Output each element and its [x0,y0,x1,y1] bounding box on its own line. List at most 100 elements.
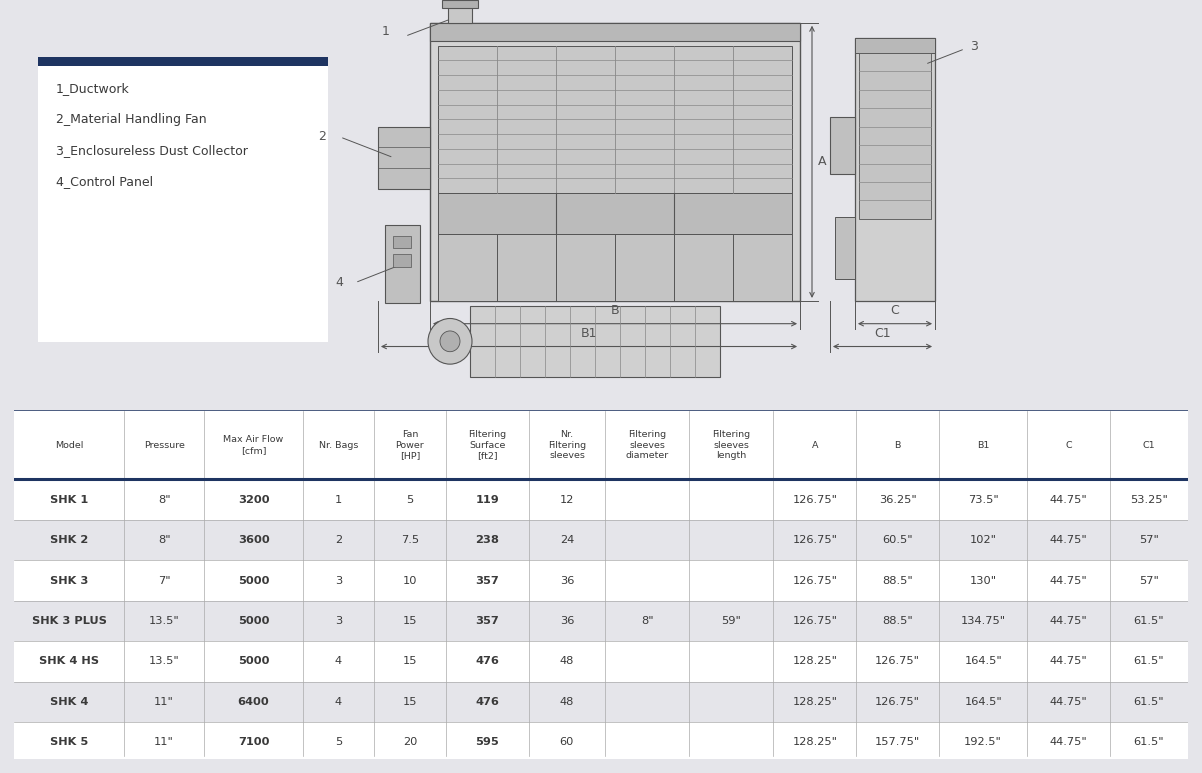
Text: 4: 4 [335,656,343,666]
Bar [855,39,935,53]
Text: 357: 357 [476,616,499,626]
Text: 3_Enclosureless Dust Collector: 3_Enclosureless Dust Collector [56,144,248,157]
Text: 476: 476 [476,697,499,707]
Text: 53.25": 53.25" [1130,495,1168,505]
Text: 60.5": 60.5" [882,535,914,545]
Text: 3600: 3600 [238,535,269,545]
Text: 24: 24 [560,535,575,545]
Text: 134.75": 134.75" [960,616,1006,626]
Text: 126.75": 126.75" [875,697,920,707]
Bar [438,46,792,193]
Text: 6400: 6400 [238,697,269,707]
Text: 102": 102" [970,535,996,545]
Text: 164.5": 164.5" [964,656,1002,666]
Text: A: A [811,441,819,450]
Text: 44.75": 44.75" [1049,737,1088,747]
Text: C1: C1 [874,327,891,340]
Text: 8": 8" [641,616,654,626]
Text: 5000: 5000 [238,656,269,666]
Text: 3: 3 [335,576,343,586]
Bar [393,254,411,267]
Text: 44.75": 44.75" [1049,697,1088,707]
Text: C: C [1065,441,1072,450]
Bar [38,57,328,66]
Text: 5000: 5000 [238,616,269,626]
Text: Max Air Flow
[cfm]: Max Air Flow [cfm] [224,435,284,455]
Text: 12: 12 [560,495,575,505]
Text: 44.75": 44.75" [1049,495,1088,505]
Text: 126.75": 126.75" [792,616,838,626]
Bar [14,479,1188,520]
Text: 13.5": 13.5" [149,616,179,626]
Text: 3200: 3200 [238,495,269,505]
Text: Filtering
sleeves
length: Filtering sleeves length [713,431,750,460]
Text: 1: 1 [382,25,389,38]
Text: 57": 57" [1138,535,1159,545]
Text: 10: 10 [403,576,417,586]
Text: 4: 4 [335,697,343,707]
Text: 3: 3 [970,40,978,53]
Text: 11": 11" [154,737,174,747]
Text: Filtering
Surface
[ft2]: Filtering Surface [ft2] [469,431,506,460]
Text: 119: 119 [476,495,499,505]
Bar [14,601,1188,642]
Text: 157.75": 157.75" [875,737,921,747]
Circle shape [428,318,472,364]
Text: B1: B1 [977,441,989,450]
Text: 7": 7" [157,576,171,586]
Text: Pressure: Pressure [143,441,185,450]
Text: 44.75": 44.75" [1049,616,1088,626]
Text: 36: 36 [560,616,575,626]
Text: 88.5": 88.5" [882,576,914,586]
Text: 595: 595 [476,737,499,747]
Text: Filtering
sleeves
diameter: Filtering sleeves diameter [625,431,668,460]
Text: C: C [891,305,899,318]
Text: 8": 8" [157,495,171,505]
Bar [835,217,855,279]
Bar [470,306,720,376]
Text: 7100: 7100 [238,737,269,747]
Text: 126.75": 126.75" [792,576,838,586]
Text: 59": 59" [721,616,742,626]
Text: 88.5": 88.5" [882,616,914,626]
Text: 15: 15 [403,697,417,707]
Text: 128.25": 128.25" [792,656,838,666]
Text: SHK 4: SHK 4 [50,697,89,707]
Text: 238: 238 [476,535,499,545]
Text: SHK 2: SHK 2 [50,535,88,545]
Text: 5: 5 [406,495,413,505]
Text: 48: 48 [560,656,575,666]
Text: 20: 20 [403,737,417,747]
Bar [448,0,472,23]
Text: 61.5": 61.5" [1133,656,1165,666]
Bar [430,23,801,301]
Text: 5: 5 [335,737,343,747]
Text: 164.5": 164.5" [964,697,1002,707]
Bar [438,193,792,234]
Text: 15: 15 [403,616,417,626]
Text: 126.75": 126.75" [792,535,838,545]
Text: SHK 1: SHK 1 [50,495,88,505]
Text: 192.5": 192.5" [964,737,1002,747]
Text: 73.5": 73.5" [968,495,999,505]
Bar [393,236,411,248]
Bar [442,0,478,9]
Bar [14,722,1188,763]
Bar [14,682,1188,722]
Text: A: A [819,155,827,169]
Bar [14,560,1188,601]
Text: 3: 3 [335,616,343,626]
Text: Nr.
Filtering
sleeves: Nr. Filtering sleeves [548,431,587,460]
Text: SHK 4 HS: SHK 4 HS [40,656,100,666]
Text: 44.75": 44.75" [1049,576,1088,586]
Text: 48: 48 [560,697,575,707]
Text: 44.75": 44.75" [1049,656,1088,666]
Text: 1_Ductwork: 1_Ductwork [56,82,130,94]
Text: 60: 60 [560,737,575,747]
Text: 130": 130" [970,576,996,586]
Text: 357: 357 [476,576,499,586]
Text: 44.75": 44.75" [1049,535,1088,545]
Text: Model: Model [55,441,83,450]
Text: 61.5": 61.5" [1133,737,1165,747]
Text: C1: C1 [1143,441,1155,450]
